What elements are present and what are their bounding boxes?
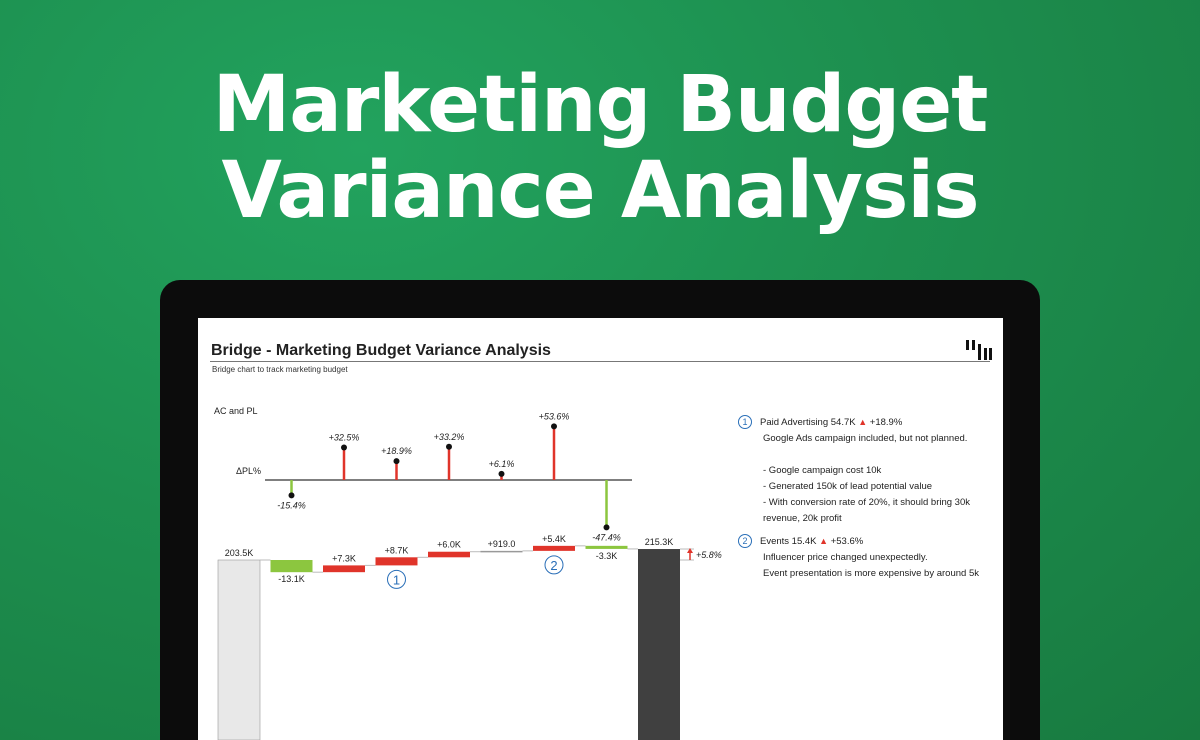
delta-dot — [341, 444, 347, 451]
delta-label: +32.5% — [329, 433, 360, 443]
hero-title-line2: Variance Analysis — [221, 146, 979, 236]
note-line: revenue, 20k profit — [763, 513, 842, 524]
report-subtitle: Bridge chart to track marketing budget — [212, 365, 348, 374]
step-bar — [375, 557, 418, 566]
step-label: +6.0K — [437, 540, 461, 550]
waterfall-chart: 203.5K -13.1K -15.4% +7.3K +32.5% +8.7K 1 +18.9… — [217, 411, 722, 740]
step-label: +919.0 — [488, 539, 516, 549]
step-bar — [533, 545, 575, 551]
step-label: +7.3K — [332, 553, 356, 563]
step-label: +8.7K — [385, 545, 409, 555]
delta-dot — [551, 423, 557, 430]
note-line: - Generated 150k of lead potential value — [763, 481, 933, 492]
note-line: - Google campaign cost 10k — [763, 465, 882, 476]
step-bar — [480, 550, 523, 553]
delta-label: +53.6% — [539, 411, 570, 421]
hero-title-line1: Marketing Budget — [212, 60, 989, 150]
note-line: - With conversion rate of 20%, it should… — [763, 497, 970, 508]
step-bar — [428, 551, 470, 558]
start-label: 203.5K — [225, 548, 254, 558]
step-bar — [270, 560, 313, 573]
callout-number: 2 — [550, 558, 557, 573]
note-heading: Paid Advertising 54.7K — [760, 417, 856, 428]
up-triangle-icon: ▲ — [819, 536, 829, 546]
end-bar — [638, 549, 680, 740]
note-1: 1 Paid Advertising 54.7K ▲ +18.9% Google … — [738, 414, 979, 527]
step-label: -3.3K — [596, 551, 618, 561]
delta-label: +6.1% — [489, 459, 515, 469]
callout-marker — [387, 569, 406, 589]
delta-dot — [393, 458, 400, 465]
step-label: -13.1K — [278, 574, 305, 584]
step-bar — [323, 565, 365, 573]
delta-label: -47.4% — [592, 532, 621, 542]
note-pct: +53.6% — [830, 536, 864, 547]
report-title: Bridge - Marketing Budget Variance Analy… — [211, 342, 551, 359]
note-line: Google Ads campaign included, but not pl… — [763, 433, 968, 444]
step-bar — [585, 545, 628, 549]
callout-number: 1 — [393, 572, 400, 587]
note-line: Influencer price changed unexpectedly. — [763, 552, 928, 563]
up-triangle-icon: ▲ — [858, 417, 868, 427]
start-bar — [217, 559, 261, 740]
delta-dot — [603, 524, 610, 531]
note-marker-2: 2 — [738, 534, 752, 549]
delta-dot — [288, 492, 295, 499]
delta-label: +33.2% — [434, 432, 465, 442]
end-label: 215.3K — [645, 537, 674, 547]
note-marker-1: 1 — [738, 415, 752, 430]
delta-dot — [446, 443, 452, 450]
arrow-head-icon — [687, 548, 693, 554]
note-2: 2 Events 15.4K ▲ +53.6% Influencer price … — [738, 533, 979, 582]
delta-axis-label: ΔPL% — [236, 466, 262, 476]
note-spacer — [738, 447, 979, 463]
step-label: +5.4K — [542, 534, 566, 544]
total-delta-label: +5.8% — [696, 550, 722, 560]
report-screen: Bridge - Marketing Budget Variance Analy… — [198, 318, 1003, 740]
delta-label: -15.4% — [277, 500, 306, 510]
note-heading: Events 15.4K — [760, 536, 817, 547]
note-line: Event presentation is more expensive by … — [763, 568, 979, 579]
brand-logo-icon — [966, 340, 992, 360]
series-label: AC and PL — [214, 406, 258, 416]
callout-marker — [544, 555, 564, 575]
notes-panel: 1 Paid Advertising 54.7K ▲ +18.9% Google … — [738, 414, 979, 582]
delta-label: +18.9% — [381, 446, 412, 456]
delta-dot — [498, 470, 505, 477]
title-divider — [210, 361, 990, 362]
note-pct: +18.9% — [869, 417, 903, 428]
